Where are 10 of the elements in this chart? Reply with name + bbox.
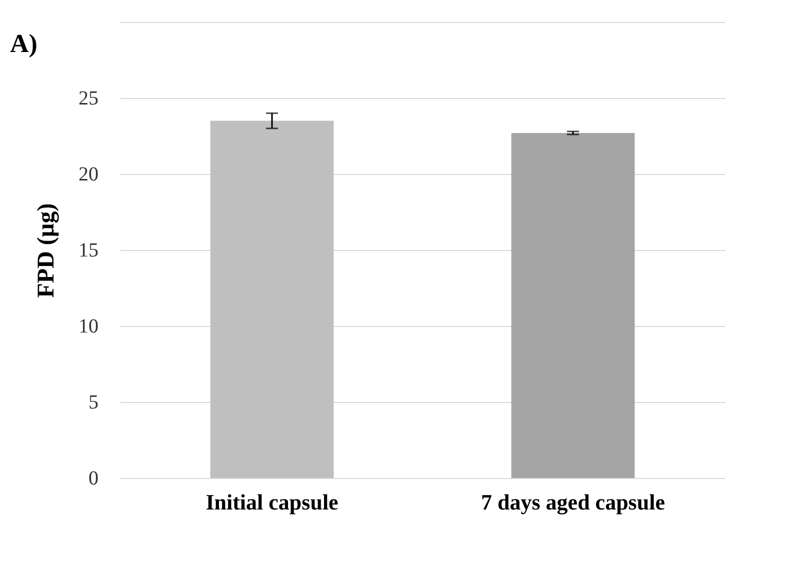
text: A) (10, 29, 38, 58)
y-tick-label: 5 (88, 392, 98, 414)
y-tick-label: 10 (78, 316, 98, 338)
y-axis-title: FPD (µg) (34, 203, 60, 298)
x-tick-label: Initial capsule (206, 490, 339, 514)
y-tick-label: 15 (78, 240, 98, 262)
x-tick-label: 7 days aged capsule (481, 490, 666, 514)
y-tick-label: 20 (78, 164, 98, 186)
y-tick-label: 25 (78, 88, 98, 110)
y-tick-label: 0 (88, 468, 98, 490)
